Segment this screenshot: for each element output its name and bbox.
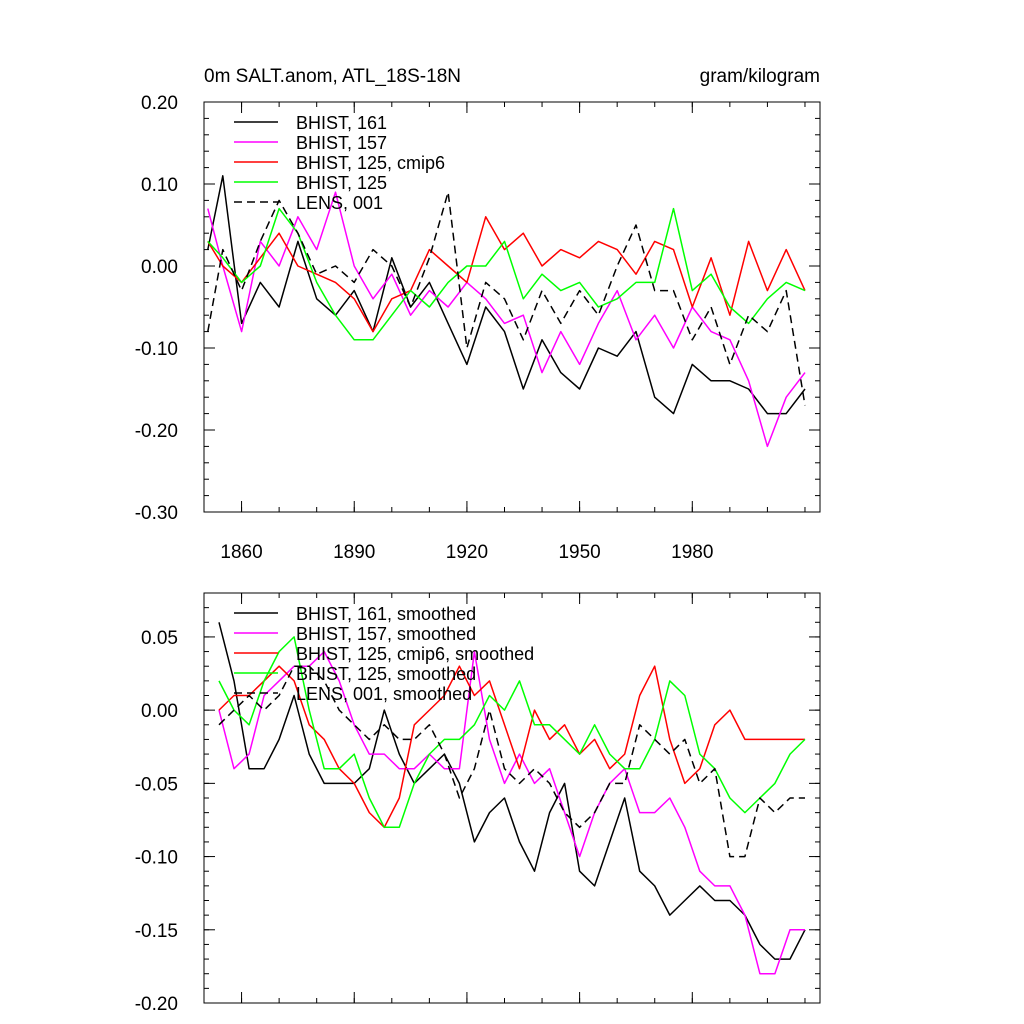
- plot-frame: [203, 101, 821, 513]
- y-tick-label: 0.05: [141, 628, 178, 649]
- x-tick-label: 1860: [220, 542, 262, 563]
- y-tick-label: -0.20: [135, 994, 178, 1015]
- y-tick-label: -0.30: [135, 503, 178, 524]
- y-tick-label: 0.10: [141, 175, 178, 196]
- series-line-2: [218, 665, 805, 829]
- y-tick-label: 0.20: [141, 93, 178, 114]
- legend-label-2: BHIST, 125, cmip6: [296, 153, 445, 173]
- x-tick-label: 1920: [446, 542, 488, 563]
- x-tick-label: 1980: [671, 542, 713, 563]
- legend-label-3: BHIST, 125, smoothed: [296, 664, 476, 684]
- legend-label-0: BHIST, 161: [296, 113, 387, 133]
- series-line-0: [207, 175, 806, 415]
- legend-label-1: BHIST, 157: [296, 133, 387, 153]
- series-line-0: [218, 622, 806, 960]
- series-line-3: [207, 207, 806, 341]
- legend-label-0: BHIST, 161, smoothed: [296, 604, 476, 624]
- legend-label-2: BHIST, 125, cmip6, smoothed: [296, 644, 534, 664]
- bottom-panel: -0.20 -0.15 -0.10 -0.05 0.00 0.05 BHIST, 161, …: [135, 592, 821, 1015]
- legend-label-3: BHIST, 125: [296, 173, 387, 193]
- y-tick-label: 0.00: [141, 701, 178, 722]
- series-line-4: [207, 191, 806, 406]
- y-tick-label: -0.10: [135, 848, 178, 869]
- legend-label-4: LENS, 001, smoothed: [296, 684, 472, 704]
- series-line-1: [207, 191, 806, 448]
- y-tick-label: -0.05: [135, 774, 178, 795]
- y-tick-label: -0.10: [135, 339, 178, 360]
- legend-label-1: BHIST, 157, smoothed: [296, 624, 476, 644]
- y-tick-label: 0.00: [141, 257, 178, 278]
- figure-units: gram/kilogram: [700, 66, 820, 87]
- y-tick-label: -0.15: [135, 921, 178, 942]
- x-tick-label: 1890: [333, 542, 375, 563]
- legend-label-4: LENS, 001: [296, 193, 383, 213]
- y-tick-label: -0.20: [135, 421, 178, 442]
- x-tick-label: 1950: [558, 542, 600, 563]
- series-line-3: [218, 636, 806, 829]
- series-line-1: [218, 650, 805, 975]
- figure-title: 0m SALT.anom, ATL_18S-18N: [204, 66, 461, 87]
- series-line-4: [218, 665, 805, 858]
- top-panel: -0.30 -0.20 -0.10 0.00 0.10 0.20 1860 1890 1920 1…: [135, 93, 821, 563]
- series-line-2: [207, 216, 806, 333]
